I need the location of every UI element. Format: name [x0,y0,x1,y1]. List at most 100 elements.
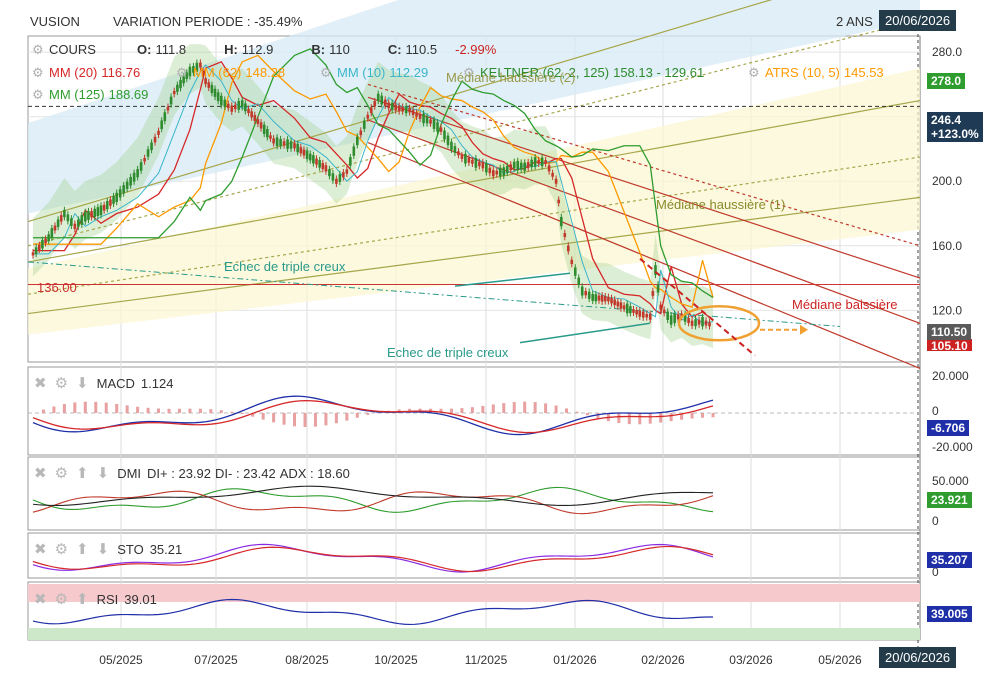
candle-body [380,95,384,105]
macd-histogram-bar [565,408,569,413]
gear-icon[interactable]: ⚙ [54,465,69,482]
candle-body [708,322,711,327]
close-icon[interactable]: ✖ [34,465,47,482]
candle-body [321,163,325,170]
gear-icon[interactable]: ⚙ [32,42,44,57]
di-plus-line [32,486,714,513]
macd-histogram-bar [41,409,45,413]
gear-icon[interactable]: ⚙ [54,591,69,608]
candle-body [356,136,359,146]
macd-last-tag: -6.706 [927,420,970,436]
pane-dmi-title: ✖ ⚙ ⬆ ⬇ DMI DI+ : 23.92 DI- : 23.42 ADX … [34,464,350,482]
macd-histogram-bar [638,413,642,425]
cours-label: COURS [49,42,96,57]
keltner-value: 158.13 - 129.61 [613,65,705,80]
x-tick-label: 05/2025 [99,653,143,667]
candle-body [362,120,366,129]
candle-body [488,167,492,174]
macd-tick-20: 20.000 [932,369,969,383]
candle-body [502,167,506,176]
candle-body [619,302,623,309]
period-label[interactable]: 2 ANS [836,14,873,29]
candle-body [272,138,275,144]
candle-body [613,299,616,306]
ref-pct: +123.0% [931,127,979,141]
candle-body [481,161,485,169]
gear-icon[interactable]: ⚙ [32,87,44,102]
candle-body [495,170,499,175]
candle-body [207,82,211,88]
macd-histogram-bar [146,407,150,413]
gear-icon[interactable]: ⚙ [54,375,69,392]
candle-body [687,318,690,324]
arrow-up-icon[interactable]: ⬆ [76,591,89,608]
candle-body [408,108,411,113]
candle-body [573,267,577,276]
candle-body [560,216,563,227]
close-icon[interactable]: ✖ [34,375,47,392]
open-value: 111.8 [155,42,187,57]
candle-body [73,223,77,230]
gear-icon[interactable]: ⚙ [463,65,475,80]
arrow-down-icon[interactable]: ⬇ [76,375,89,392]
arrow-up-icon[interactable]: ⬆ [76,541,89,558]
mm62-line [33,54,714,308]
macd-histogram-bar [502,403,506,413]
candle-body [467,157,471,163]
mm20-value: 116.76 [101,65,141,80]
highlight-ellipse [677,305,761,342]
candle-body [169,96,173,105]
mm62-value: 148.28 [245,65,286,80]
gear-icon[interactable]: ⚙ [176,65,188,80]
arrow-up-icon[interactable]: ⬆ [76,465,89,482]
rsi-line [32,598,714,626]
high-value: 112.9 [241,42,274,57]
candle-body [312,155,315,164]
candle-body [157,130,160,135]
annotation-mediane-haussiere-2: Médiane haussière (2) [446,70,576,85]
annotation-echec-1: Echec de triple creux [224,259,346,274]
candle-body [37,244,41,250]
candle-body [299,147,303,154]
macd-histogram-bar [533,402,537,413]
macd-histogram-bar [481,405,485,413]
macd-histogram-bar [62,404,66,413]
dmi-last-tag: 23.921 [927,492,972,508]
macd-histogram-bar [701,413,705,418]
y-tick-label: 160.0 [932,239,962,253]
macd-histogram-bar [272,413,276,423]
macd-histogram-bar [83,401,87,413]
macd-histogram-bar [167,408,171,413]
candle-body [192,66,195,73]
candle-body [485,163,488,173]
candle-body [163,112,167,122]
candle-body [669,315,673,325]
candle-body [349,157,352,166]
gear-icon[interactable]: ⚙ [32,65,44,80]
dmi-adx: ADX : 18.60 [279,465,350,481]
candle-body [450,141,453,150]
macd-line [32,395,714,436]
candle-body [256,119,260,124]
macd-histogram-bar [627,413,631,425]
close-icon[interactable]: ✖ [34,591,47,608]
candle-body [204,78,207,85]
adx-line [32,485,714,507]
candle-body [118,189,122,198]
candle-body [648,313,652,320]
gear-icon[interactable]: ⚙ [54,541,69,558]
macd-histogram-bar [94,401,98,413]
candle-body [31,252,35,256]
gear-icon[interactable]: ⚙ [320,65,332,80]
gear-icon[interactable]: ⚙ [748,65,760,80]
uptrend-line [27,99,921,263]
candle-body [90,211,93,218]
dmi-pane-frame [27,456,921,531]
arrow-down-icon[interactable]: ⬇ [96,541,110,558]
arrow-down-icon[interactable]: ⬇ [96,465,110,482]
candle-body [645,314,649,318]
rsi-last-tag: 39.005 [927,606,972,622]
close-icon[interactable]: ✖ [34,541,47,558]
macd-histogram-bar [617,413,621,424]
